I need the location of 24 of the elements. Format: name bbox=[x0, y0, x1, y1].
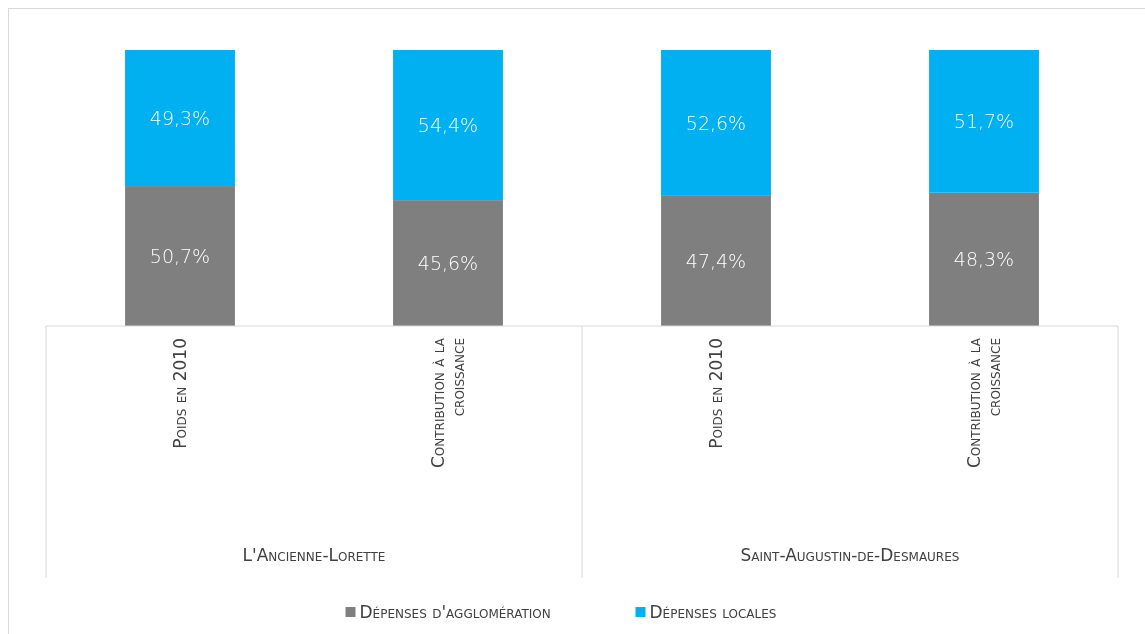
data-label: 47,4% bbox=[685, 249, 747, 272]
bar bbox=[661, 50, 771, 196]
x-tick-label: Contribution à la croissance bbox=[428, 337, 468, 468]
text: Saint-Augustin-de-Desmaures bbox=[740, 545, 960, 565]
bar bbox=[393, 200, 503, 326]
text: L'Ancienne-Lorette bbox=[242, 545, 386, 565]
data-label: 48,3% bbox=[953, 248, 1015, 271]
bar bbox=[929, 50, 1039, 193]
x-tick-label: Poids en 2010 bbox=[170, 338, 190, 449]
bar bbox=[125, 186, 235, 326]
x-tick-label: Poids en 2010 bbox=[706, 338, 726, 449]
legend-label: Dépenses d'agglomération bbox=[359, 602, 551, 622]
data-label: 50,7% bbox=[149, 245, 211, 268]
bar bbox=[125, 50, 235, 187]
data-label: 51,7% bbox=[953, 110, 1015, 133]
bar bbox=[393, 50, 503, 201]
legend-label: Dépenses locales bbox=[649, 602, 777, 622]
data-label: 52,6% bbox=[685, 111, 747, 134]
bar bbox=[929, 192, 1039, 326]
bar bbox=[661, 195, 771, 326]
data-label: 54,4% bbox=[417, 114, 479, 137]
x-tick-label: Contribution à la croissance bbox=[964, 337, 1004, 468]
data-label: 45,6% bbox=[417, 252, 479, 275]
data-label: 49,3% bbox=[149, 107, 211, 130]
